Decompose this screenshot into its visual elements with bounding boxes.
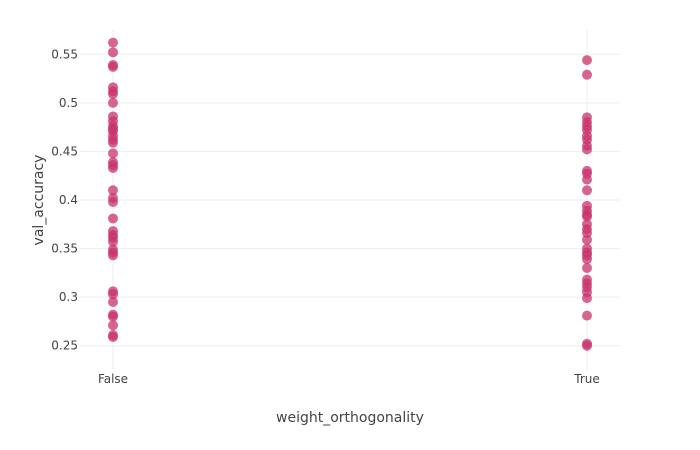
data-point	[582, 144, 592, 155]
grid	[80, 30, 620, 370]
data-point	[582, 55, 592, 66]
x-axis-title: weight_orthogonality	[276, 410, 424, 426]
data-point	[582, 185, 592, 196]
data-point	[582, 69, 592, 80]
data-point	[108, 297, 118, 307]
data-point	[108, 162, 118, 173]
y-tick-label: 0.55	[51, 47, 78, 61]
data-point	[582, 310, 592, 321]
data-point	[108, 185, 118, 196]
data-point	[582, 340, 592, 351]
y-tick-label: 0.45	[51, 144, 78, 158]
data-point	[582, 234, 592, 245]
data-point	[108, 289, 118, 300]
data-point	[108, 250, 118, 261]
y-tick-label: 0.5	[59, 96, 78, 110]
x-tick-label: True	[573, 372, 600, 386]
data-point	[108, 148, 118, 159]
data-point	[108, 37, 118, 48]
data-point	[582, 211, 592, 222]
data-point	[108, 196, 118, 207]
x-tick-labels: False True	[98, 372, 600, 386]
y-tick-labels: 0.25 0.3 0.35 0.4 0.45 0.5 0.55	[51, 47, 78, 352]
y-tick-label: 0.25	[51, 339, 78, 353]
data-point	[108, 137, 118, 148]
data-point	[108, 61, 118, 72]
data-point	[582, 263, 592, 273]
data-point	[108, 89, 118, 100]
data-point	[582, 174, 592, 185]
x-tick-label: False	[98, 372, 128, 386]
data-point	[108, 236, 118, 247]
y-tick-label: 0.35	[51, 242, 78, 256]
data-point	[108, 97, 118, 108]
data-points	[108, 37, 592, 351]
data-point	[582, 254, 592, 265]
y-tick-label: 0.4	[59, 193, 78, 207]
data-point	[108, 213, 118, 224]
y-tick-label: 0.3	[59, 290, 78, 304]
data-point	[108, 311, 118, 322]
data-point	[582, 293, 592, 304]
y-axis-title: val_accuracy	[31, 155, 47, 246]
data-point	[108, 331, 118, 342]
data-point	[108, 47, 118, 58]
data-point	[108, 320, 118, 331]
